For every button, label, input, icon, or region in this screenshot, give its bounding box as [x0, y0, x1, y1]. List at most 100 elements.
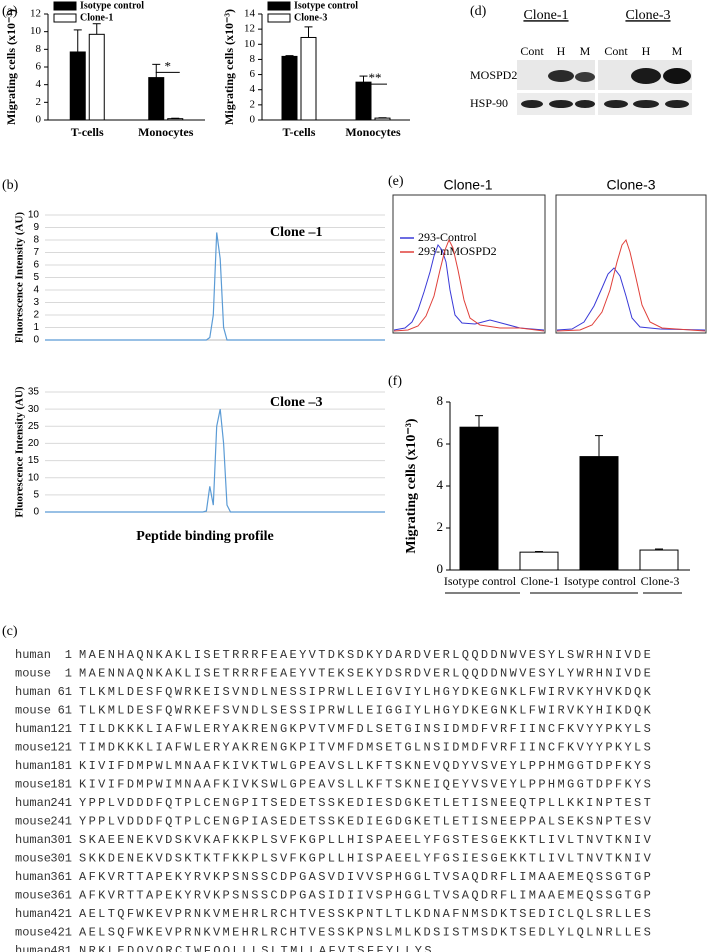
species-label: mouse: [15, 815, 51, 829]
legend-swatch: [53, 1, 77, 11]
western-blot: Clone-1 Clone-3 Cont H M Cont H M MOSPD2…: [470, 8, 692, 115]
blot-lane: Cont: [520, 44, 544, 58]
species-label: mouse: [15, 926, 51, 940]
blot-band: [575, 72, 595, 82]
legend-label: 293-Control: [418, 230, 477, 244]
bar: [639, 549, 679, 571]
y-tick-label: 14: [244, 8, 256, 20]
residue-number: 421: [50, 926, 72, 940]
histogram-curve: [556, 238, 706, 332]
x-tick-label: Monocytes: [138, 125, 194, 139]
flow-frame: [555, 194, 707, 334]
bar: [69, 51, 86, 121]
blot-clone: Clone-1: [523, 8, 568, 23]
residue-number: 121: [50, 741, 72, 755]
y-axis-label: Fluorescence Intensity (AU): [14, 212, 26, 343]
blot-band: [631, 68, 661, 84]
blot-band: [604, 100, 628, 108]
y-tick-label: 35: [28, 387, 40, 398]
blot-band: [665, 100, 689, 108]
x-axis-label: Peptide binding profile: [136, 529, 273, 544]
y-tick-label: 9: [33, 222, 39, 233]
species-label: human: [15, 722, 51, 736]
residue-number: 301: [50, 833, 72, 847]
y-tick-label: 2: [250, 98, 256, 110]
legend-label: Clone-1: [80, 12, 113, 23]
histogram-curve: [393, 238, 545, 332]
x-tick-label: Isotype control: [444, 574, 517, 588]
blot-band: [521, 100, 543, 108]
panel-label: (f): [388, 374, 402, 389]
bar: [281, 55, 298, 121]
y-tick-label: 25: [28, 421, 40, 432]
y-tick-label: 5: [33, 272, 39, 283]
blot-protein: MOSPD2: [470, 68, 517, 82]
residue-number: 181: [50, 759, 72, 773]
x-tick-label: Isotype control: [564, 574, 637, 588]
species-label: human: [15, 759, 51, 773]
legend-label: Clone-3: [294, 12, 327, 23]
species-label: mouse: [15, 889, 51, 903]
y-tick-label: 0: [33, 335, 39, 346]
blot-lane: M: [580, 44, 591, 58]
y-tick-label: 10: [30, 25, 42, 37]
y-tick-label: 0: [437, 561, 444, 576]
y-tick-label: 6: [36, 61, 42, 73]
residue-number: 61: [58, 704, 72, 718]
blot-band: [633, 100, 659, 108]
species-label: human: [15, 685, 51, 699]
y-tick-label: 30: [28, 404, 40, 415]
species-label: human: [15, 796, 51, 810]
panel-label: (c): [2, 624, 18, 639]
y-tick-label: 0: [33, 507, 39, 518]
significance-label: *: [165, 58, 172, 73]
data-line: [45, 232, 385, 341]
bar: [300, 36, 317, 121]
y-tick-label: 8: [250, 53, 256, 65]
y-tick-label: 8: [33, 235, 39, 246]
panel-label: (a): [2, 4, 18, 19]
residue-number: 361: [50, 870, 72, 884]
panel-label: (d): [470, 4, 487, 19]
y-tick-label: 15: [28, 455, 40, 466]
y-tick-label: 4: [250, 83, 256, 95]
bar: [88, 33, 105, 121]
species-label: human: [15, 907, 51, 921]
legend-swatch: [267, 13, 291, 23]
significance-label: **: [369, 70, 382, 85]
blot-band: [549, 100, 573, 108]
y-axis-label: Migrating cells (x10⁻³): [404, 418, 419, 554]
y-tick-label: 6: [33, 260, 39, 271]
y-tick-label: 10: [28, 472, 40, 483]
bar: [148, 77, 165, 121]
y-axis-label: Migrating cells (x10⁻³): [222, 9, 236, 125]
y-tick-label: 10: [28, 210, 40, 221]
blot-lane: H: [642, 44, 651, 58]
flow-title: Clone-1: [443, 177, 492, 193]
species-label: human: [15, 944, 51, 952]
species-label: human: [15, 870, 51, 884]
chart-label: Clone –3: [270, 395, 323, 410]
flow-histograms: Clone-1 Clone-3 293-Control 293-mMOSPD2: [392, 177, 707, 334]
bar: [355, 81, 372, 121]
residue-number: 1: [65, 648, 72, 662]
legend-swatch: [53, 13, 77, 23]
flow-frame: [392, 194, 546, 334]
residue-number: 241: [50, 815, 72, 829]
y-tick-label: 2: [36, 96, 42, 108]
species-label: human: [15, 833, 51, 847]
species-label: mouse: [15, 852, 51, 866]
residue-number: 361: [50, 889, 72, 903]
y-tick-label: 6: [250, 68, 256, 80]
y-axis-label: Fluorescence Intensity (AU): [14, 386, 26, 517]
residue-number: 481: [50, 944, 72, 952]
species-label: human: [15, 648, 51, 662]
y-tick-label: 3: [33, 297, 39, 308]
residue-number: 121: [50, 722, 72, 736]
sequence: NRKLEDQVQRCIWFQQLLLSLTMLLAFVTSFFYLLYS: [79, 944, 432, 952]
flow-title: Clone-3: [606, 177, 655, 193]
residue-number: 421: [50, 907, 72, 921]
y-tick-label: 4: [33, 285, 39, 296]
legend-label: Isotype control: [294, 0, 358, 11]
